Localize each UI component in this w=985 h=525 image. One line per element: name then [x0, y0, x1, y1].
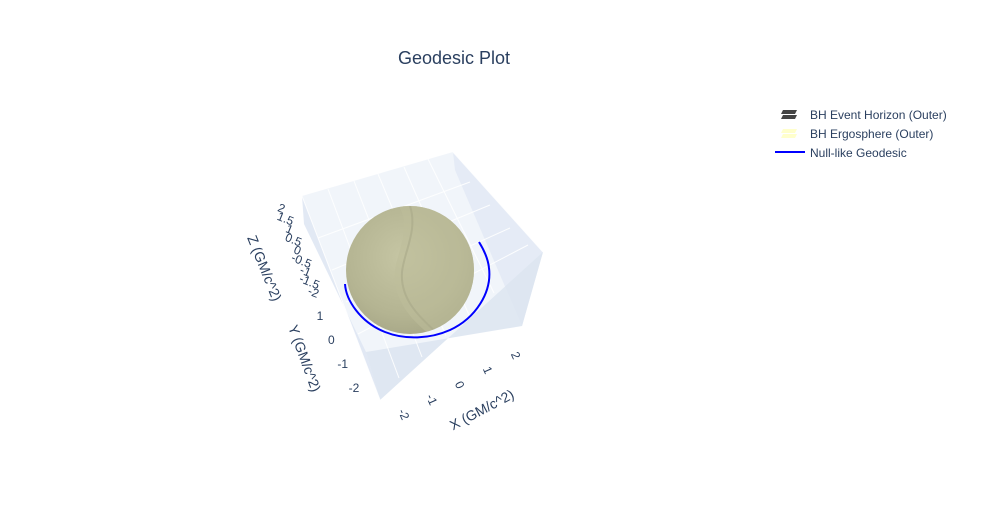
legend-label: BH Ergosphere (Outer)	[810, 127, 933, 141]
pane-floor	[366, 252, 543, 400]
legend-item-event-horizon[interactable]: BH Event Horizon (Outer)	[781, 108, 947, 122]
z-tick-label: 2	[276, 201, 288, 217]
legend-label: Null-like Geodesic	[810, 146, 907, 160]
x-axis-title: X (GM/c^2)	[447, 386, 517, 433]
z-tick-label: -2	[306, 284, 321, 301]
x-tick-label: 1	[480, 364, 496, 376]
z-tick-label: 1	[284, 222, 296, 238]
x-tick-label: 0	[452, 379, 468, 391]
legend-item-ergosphere[interactable]: BH Ergosphere (Outer)	[781, 127, 933, 141]
y-tick-label: -1	[337, 357, 348, 371]
event-horizon-surface[interactable]	[346, 205, 480, 335]
geodesic-line[interactable]	[344, 241, 491, 339]
z-tick-label: 0	[292, 243, 304, 259]
y-tick-label: -2	[349, 381, 360, 395]
y-tick-label: 1	[317, 309, 324, 323]
legend-item-geodesic[interactable]: Null-like Geodesic	[775, 146, 907, 160]
y-axis-ticks: -2-101	[317, 309, 360, 395]
legend-label: BH Event Horizon (Outer)	[810, 108, 947, 122]
z-tick-label: 1.5	[275, 209, 296, 228]
chart-title: Geodesic Plot	[398, 48, 510, 68]
z-axis-title: Z (GM/c^2)	[244, 233, 285, 303]
x-tick-label: 2	[508, 349, 524, 361]
surface-swatch-icon	[781, 129, 797, 138]
z-tick-label: 0.5	[283, 230, 304, 249]
x-tick-label: -1	[423, 392, 440, 408]
x-tick-label: -2	[395, 407, 412, 423]
legend[interactable]: BH Event Horizon (Outer) BH Ergosphere (…	[775, 108, 947, 160]
y-axis-title: Y (GM/c^2)	[285, 323, 324, 394]
z-tick-label: -1	[298, 263, 313, 280]
y-tick-label: 0	[328, 333, 335, 347]
surface-swatch-icon	[781, 110, 797, 119]
